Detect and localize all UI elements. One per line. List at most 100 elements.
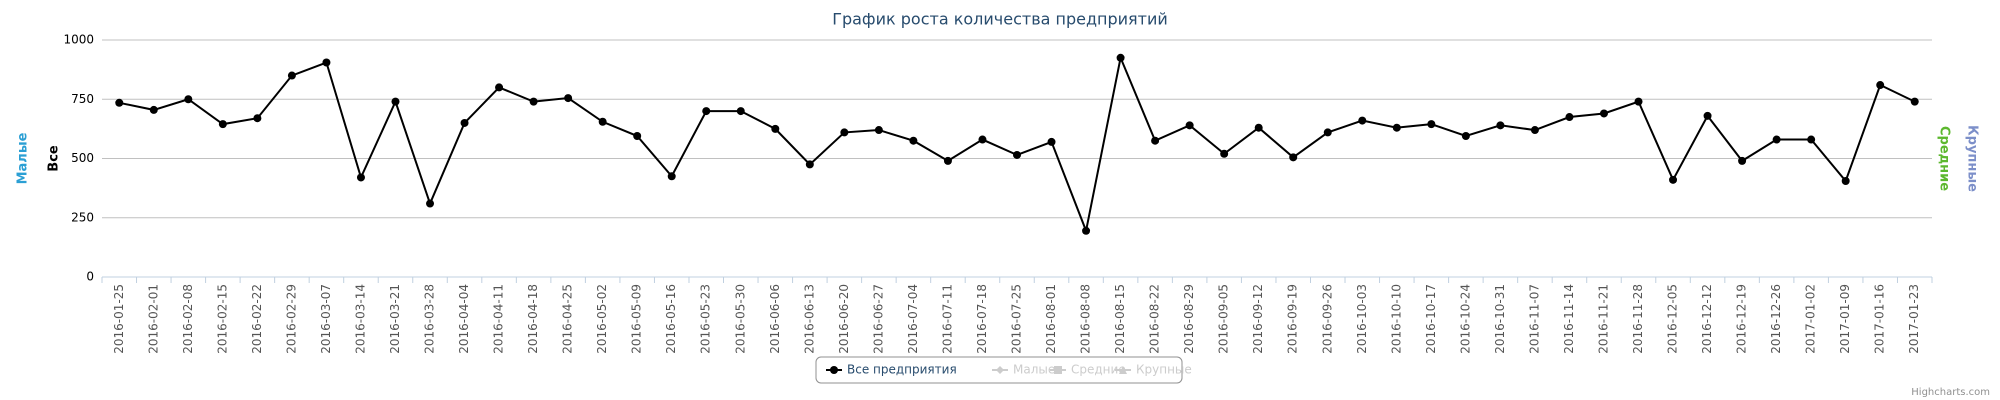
x-tick-label: 2016-06-06 (768, 284, 782, 354)
point (978, 135, 987, 144)
axis-title: Все (47, 145, 62, 172)
point (1565, 113, 1574, 122)
x-tick-label: 2016-08-29 (1182, 284, 1196, 354)
point (356, 173, 365, 182)
x-tick-label: 2016-07-11 (940, 284, 954, 354)
x-tick-label: 2016-10-10 (1389, 284, 1403, 354)
point (1841, 177, 1850, 186)
axis-title: Малые (16, 132, 31, 184)
x-tick-label: 2016-12-19 (1735, 284, 1749, 354)
point (598, 117, 607, 126)
x-tick-label: 2016-09-12 (1251, 284, 1265, 354)
point (322, 58, 331, 67)
chart-title: График роста количества предприятий (832, 10, 1168, 29)
x-tick-label: 2016-01-25 (112, 284, 126, 354)
legend-symbol (1119, 366, 1127, 374)
point (495, 83, 504, 92)
x-tick-label: 2016-09-19 (1286, 284, 1300, 354)
point (840, 128, 849, 137)
y-tick-label: 250 (71, 210, 94, 224)
y-tick-label: 0 (86, 270, 94, 284)
point (1116, 53, 1125, 62)
legend-label[interactable]: Все предприятия (847, 363, 957, 377)
legend-label[interactable]: Крупные (1136, 363, 1192, 377)
x-tick-label: 2016-04-18 (526, 284, 540, 354)
point (1358, 116, 1367, 125)
series-line (119, 54, 1916, 235)
point (287, 71, 296, 80)
x-tick-label: 2016-08-01 (1044, 284, 1058, 354)
point (805, 160, 814, 169)
point (830, 366, 838, 374)
x-tick-label: 2017-01-02 (1804, 284, 1818, 354)
x-tick-label: 2016-02-22 (250, 284, 264, 354)
legend-symbol (1054, 366, 1062, 374)
x-tick-label: 2016-07-18 (975, 284, 989, 354)
x-tick-label: 2016-12-05 (1666, 284, 1680, 354)
point (1910, 97, 1919, 106)
point (633, 131, 642, 140)
point (1876, 81, 1885, 90)
point (564, 94, 573, 103)
x-tick-label: 2016-08-08 (1079, 284, 1093, 354)
x-tick-label: 2016-06-20 (837, 284, 851, 354)
point (1013, 150, 1021, 159)
x-tick-label: 2016-12-12 (1700, 284, 1714, 354)
y-tick-label: 500 (71, 151, 94, 165)
x-tick-label: 2016-02-29 (284, 284, 298, 354)
legend-label[interactable]: Средние (1071, 363, 1126, 377)
point (1738, 156, 1747, 165)
x-tick-label: 2016-02-08 (181, 284, 195, 354)
point (1151, 136, 1160, 145)
x-tick-label: 2016-06-13 (802, 284, 816, 354)
x-tick-label: 2016-03-07 (319, 284, 333, 354)
x-tick-label: 2016-10-17 (1424, 284, 1438, 354)
y-tick-label: 750 (71, 92, 94, 106)
x-tick-label: 2016-08-15 (1113, 284, 1127, 354)
x-tick-label: 2016-04-25 (561, 284, 575, 354)
point (1496, 121, 1505, 130)
legend-label[interactable]: Малые (1013, 363, 1055, 377)
x-tick-label: 2017-01-23 (1907, 284, 1921, 354)
x-tick-label: 2016-02-15 (215, 284, 229, 354)
point (1530, 126, 1539, 135)
x-tick-label: 2016-12-26 (1769, 284, 1783, 354)
x-tick-label: 2016-07-25 (1010, 284, 1024, 354)
x-tick-label: 2016-10-03 (1355, 284, 1369, 354)
point (943, 156, 952, 165)
point (1807, 135, 1816, 144)
point (115, 98, 124, 107)
point (874, 126, 883, 135)
point (1185, 121, 1194, 130)
point (1047, 137, 1056, 146)
legend-box (815, 356, 1183, 384)
x-tick-label: 2016-04-04 (457, 284, 471, 354)
x-tick-label: 2016-11-21 (1596, 284, 1610, 354)
x-tick-label: 2016-05-16 (664, 284, 678, 354)
x-tick-label: 2016-04-11 (492, 284, 506, 354)
point (1220, 149, 1229, 158)
point (1703, 111, 1712, 120)
point (1323, 128, 1332, 137)
x-tick-label: 2016-03-14 (353, 284, 367, 354)
x-tick-label: 2016-05-02 (595, 284, 609, 354)
point (1461, 131, 1470, 140)
point (1599, 109, 1608, 118)
point (667, 172, 676, 181)
credits[interactable]: Highcharts.com (1911, 387, 1990, 398)
x-tick-label: 2016-10-31 (1493, 284, 1507, 354)
x-tick-label: 2016-02-01 (146, 284, 160, 354)
point (460, 118, 469, 127)
x-tick-label: 2016-07-04 (906, 284, 920, 354)
x-tick-label: 2016-06-27 (871, 284, 885, 354)
point (1289, 153, 1298, 162)
point (391, 97, 400, 106)
point (149, 105, 158, 114)
point (1392, 123, 1401, 132)
point (1082, 226, 1091, 235)
x-tick-label: 2016-11-14 (1562, 284, 1576, 354)
x-tick-label: 2016-05-30 (733, 284, 747, 354)
x-tick-label: 2016-08-22 (1148, 284, 1162, 354)
point (253, 114, 262, 123)
